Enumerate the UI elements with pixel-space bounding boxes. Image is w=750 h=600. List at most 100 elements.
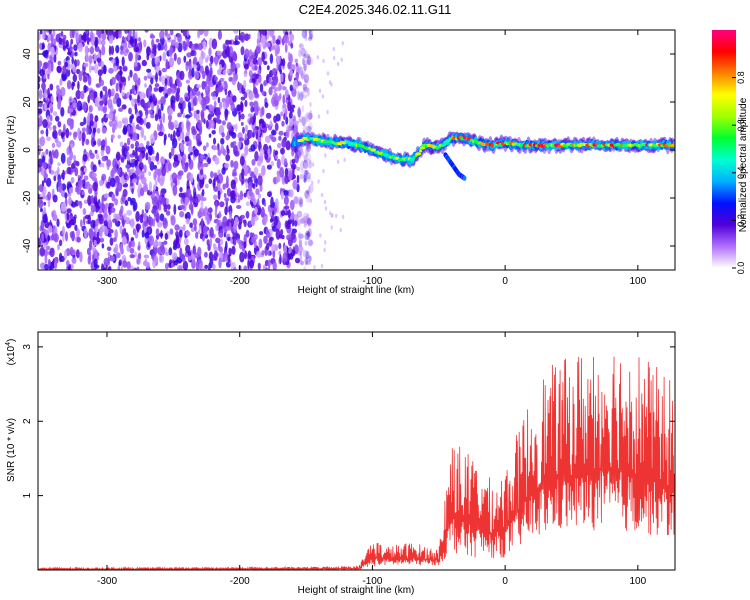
noise-speck: [162, 51, 167, 62]
noise-speck: [239, 251, 245, 263]
noise-speck: [210, 55, 214, 64]
noise-speck: [180, 253, 185, 260]
noise-speck: [148, 145, 153, 156]
noise-speck: [201, 99, 205, 107]
noise-speck: [134, 251, 137, 258]
noise-speck: [293, 120, 299, 127]
noise-speck: [219, 201, 225, 208]
noise-speck: [225, 240, 228, 251]
noise-speck: [80, 219, 83, 228]
noise-speck: [283, 113, 286, 121]
noise-speck: [230, 160, 234, 168]
noise-speck: [299, 43, 302, 48]
noise-speck: [300, 70, 306, 79]
noise-speck: [74, 51, 78, 57]
snr-multiplier: (x104): [5, 339, 17, 366]
noise-speck: [303, 59, 308, 71]
noise-speck: [159, 30, 165, 39]
noise-speck: [306, 56, 312, 66]
noise-speck: [92, 181, 98, 192]
noise-speck: [306, 254, 312, 261]
noise-speck: [294, 257, 301, 264]
noise-speck: [272, 249, 276, 259]
noise-speck: [289, 189, 294, 198]
noise-speck: [305, 250, 310, 260]
noise-speck: [56, 84, 60, 90]
noise-speck: [259, 147, 265, 157]
noise-speck: [217, 96, 221, 104]
noise-speck: [153, 170, 157, 181]
noise-speck: [258, 75, 262, 84]
noise-speck: [175, 234, 179, 245]
colorbar-gradient: [712, 30, 736, 268]
noise-speck: [72, 168, 75, 173]
noise-speck: [204, 251, 208, 258]
noise-speck: [89, 46, 94, 55]
noise-speck: [101, 44, 106, 56]
noise-speck: [167, 114, 173, 122]
noise-speck: [154, 113, 159, 122]
noise-speck: [273, 115, 278, 124]
noise-speck: [57, 166, 60, 176]
noise-speck: [43, 168, 47, 176]
noise-speck: [71, 257, 77, 264]
noise-speck: [305, 193, 311, 203]
noise-speck: [204, 183, 209, 189]
noise-speck: [110, 207, 116, 214]
y-tick-label: 2: [22, 418, 33, 424]
noise-speck: [57, 96, 62, 106]
noise-speck: [320, 263, 324, 269]
noise-speck: [46, 136, 51, 142]
noise-speck: [272, 75, 279, 86]
noise-speck: [91, 245, 96, 251]
noise-speck: [303, 169, 308, 181]
noise-speck: [265, 112, 272, 119]
noise-speck: [234, 216, 239, 227]
noise-speck: [298, 233, 304, 239]
noise-speck: [308, 217, 312, 227]
noise-speck: [209, 236, 213, 247]
noise-speck: [89, 240, 93, 251]
noise-speck: [287, 170, 293, 181]
noise-speck: [76, 59, 80, 67]
noise-speck: [134, 160, 138, 167]
noise-speck: [184, 213, 188, 219]
noise-speck: [96, 127, 101, 134]
noise-speck: [252, 106, 255, 112]
noise-speck: [308, 122, 313, 130]
noise-speck: [155, 201, 160, 210]
noise-speck: [119, 68, 123, 79]
noise-speck: [282, 103, 287, 109]
noise-speck: [243, 79, 247, 89]
trace-hotspot: [374, 150, 378, 154]
noise-speck: [240, 121, 244, 126]
noise-speck: [111, 76, 116, 85]
noise-speck: [270, 160, 274, 167]
noise-speck: [205, 57, 209, 63]
noise-speck: [247, 181, 253, 192]
noise-speck: [189, 195, 193, 201]
noise-speck: [68, 131, 72, 136]
noise-speck: [216, 182, 221, 189]
noise-speck: [93, 53, 97, 62]
noise-speck: [116, 168, 122, 175]
noise-speck: [287, 219, 292, 225]
noise-speck: [193, 110, 197, 119]
noise-speck: [239, 190, 244, 201]
noise-speck: [269, 120, 273, 127]
noise-speck: [267, 259, 271, 269]
noise-speck: [266, 65, 270, 71]
noise-speck: [101, 162, 105, 168]
noise-speck: [240, 46, 245, 56]
noise-speck: [297, 90, 300, 101]
noise-speck: [71, 201, 77, 208]
noise-speck: [133, 267, 138, 270]
noise-speck: [82, 154, 88, 162]
noise-speck: [145, 121, 151, 129]
noise-speck: [209, 110, 214, 116]
noise-speck: [130, 218, 135, 229]
noise-speck: [107, 219, 113, 229]
noise-speck: [158, 86, 163, 93]
noise-speck: [218, 85, 224, 93]
